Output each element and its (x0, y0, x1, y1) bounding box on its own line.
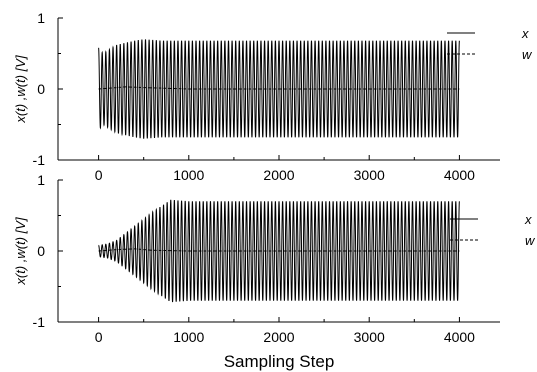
series-line-w (98, 248, 460, 252)
x-tick-label: 1000 (173, 329, 204, 345)
panel-bottom: -1 0 1 0 1000 2000 3000 4000 x(t) ,w(t) [V] xw (13, 172, 536, 345)
x-tick-label: 2000 (263, 329, 294, 345)
series-line-w (98, 86, 460, 90)
y-tick-label: 1 (37, 10, 45, 26)
x-tick-label: 3000 (354, 167, 385, 183)
legend-label-x: x (524, 212, 532, 227)
x-tick-label: 0 (95, 167, 103, 183)
x-axis-label: Sampling Step (224, 352, 335, 371)
x-tick-label: 3000 (354, 329, 385, 345)
y-tick-label: 0 (37, 81, 45, 97)
y-tick-label: 0 (37, 243, 45, 259)
series-line-x (98, 199, 460, 303)
series-line-x (98, 39, 460, 139)
y-axis-label: x(t) ,w(t) [V] (13, 217, 28, 286)
y-tick-label: 1 (37, 172, 45, 188)
legend-label-w: w (525, 233, 536, 248)
x-tick-label: 4000 (444, 167, 475, 183)
x-tick-label: 4000 (444, 329, 475, 345)
y-axis-label: x(t) ,w(t) [V] (13, 55, 28, 124)
legend-label-w: w (522, 47, 533, 62)
x-tick-label: 0 (95, 329, 103, 345)
x-tick-label: 1000 (173, 167, 204, 183)
legend-label-x: x (521, 26, 529, 41)
y-tick-label: -1 (33, 314, 46, 330)
panel-top: -1 0 1 0 1000 2000 3000 4000 x(t) ,w(t) [V] xw (13, 10, 533, 183)
y-tick-label: -1 (33, 152, 46, 168)
x-tick-label: 2000 (263, 167, 294, 183)
